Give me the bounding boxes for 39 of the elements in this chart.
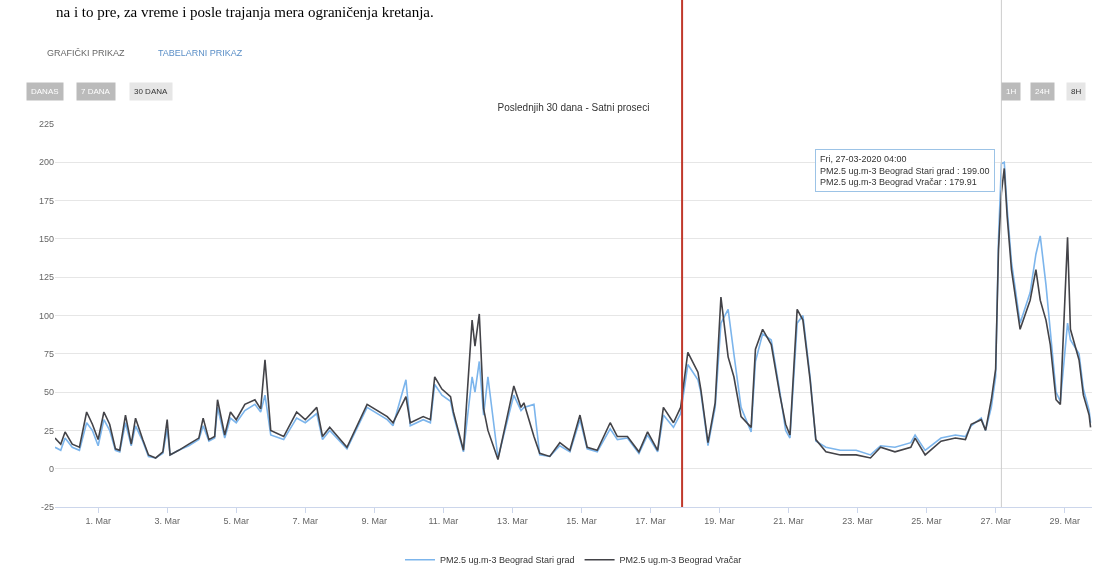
x-tick-label: 29. Mar: [1049, 515, 1080, 526]
y-tick-label: 175: [38, 195, 54, 206]
text: 24H: [1035, 87, 1050, 96]
y-tick-label: 200: [38, 157, 54, 168]
x-tick-label: 27. Mar: [980, 515, 1011, 526]
text: 30 DANA: [134, 87, 169, 96]
annotation: Fri, 27-03-2020 04:00 PM2.5 ug.m-3 Beograd Stari grad : 199.00 PM2.5 ug.m-3 Beograd Vračar : 179.91: [820, 154, 990, 188]
legend-label: PM2.5 ug.m-3 Beograd Vračar: [619, 555, 742, 566]
x-tick-label: 9. Mar: [361, 515, 388, 526]
text: na i to pre, za vreme i posle trajanja mera ograničenja kretanja.: [56, 4, 434, 20]
legend-label: PM2.5 ug.m-3 Beograd Stari grad: [440, 555, 575, 566]
text: 7 DANA: [81, 87, 111, 96]
x-tick-label: 1. Mar: [85, 515, 111, 526]
y-tick-label: 150: [38, 234, 54, 245]
y-tick-label: 25: [43, 425, 54, 436]
y-tick-label: 0: [48, 463, 54, 474]
x-tick-label: 23. Mar: [842, 515, 873, 526]
chart-title: Poslednjih 30 dana - Satni proseci: [497, 101, 650, 113]
text: DANAS: [31, 87, 59, 96]
text: TABELARNI PRIKAZ: [158, 48, 243, 58]
y-tick-label: -25: [40, 502, 54, 513]
y-tick-label: 50: [43, 387, 54, 398]
x-tick-label: 5. Mar: [223, 515, 249, 526]
x-tick-label: 3. Mar: [154, 515, 180, 526]
x-tick-label: 11. Mar: [428, 515, 459, 526]
x-tick-label: 7. Mar: [292, 515, 319, 526]
y-tick-label: 225: [38, 119, 54, 130]
x-tick-label: 15. Mar: [566, 515, 597, 526]
x-tick-label: 13. Mar: [497, 515, 528, 526]
text: 8H: [1071, 87, 1082, 96]
text: GRAFIČKI PRIKAZ: [47, 48, 126, 58]
x-tick-label: 25. Mar: [911, 515, 942, 526]
x-tick-label: 17. Mar: [635, 515, 666, 526]
y-tick-label: 100: [38, 310, 54, 321]
x-tick-label: 21. Mar: [773, 515, 804, 526]
x-tick-label: 19. Mar: [704, 515, 735, 526]
y-tick-label: 75: [43, 348, 54, 359]
y-tick-label: 125: [38, 272, 54, 283]
text: 1H: [1006, 87, 1017, 96]
